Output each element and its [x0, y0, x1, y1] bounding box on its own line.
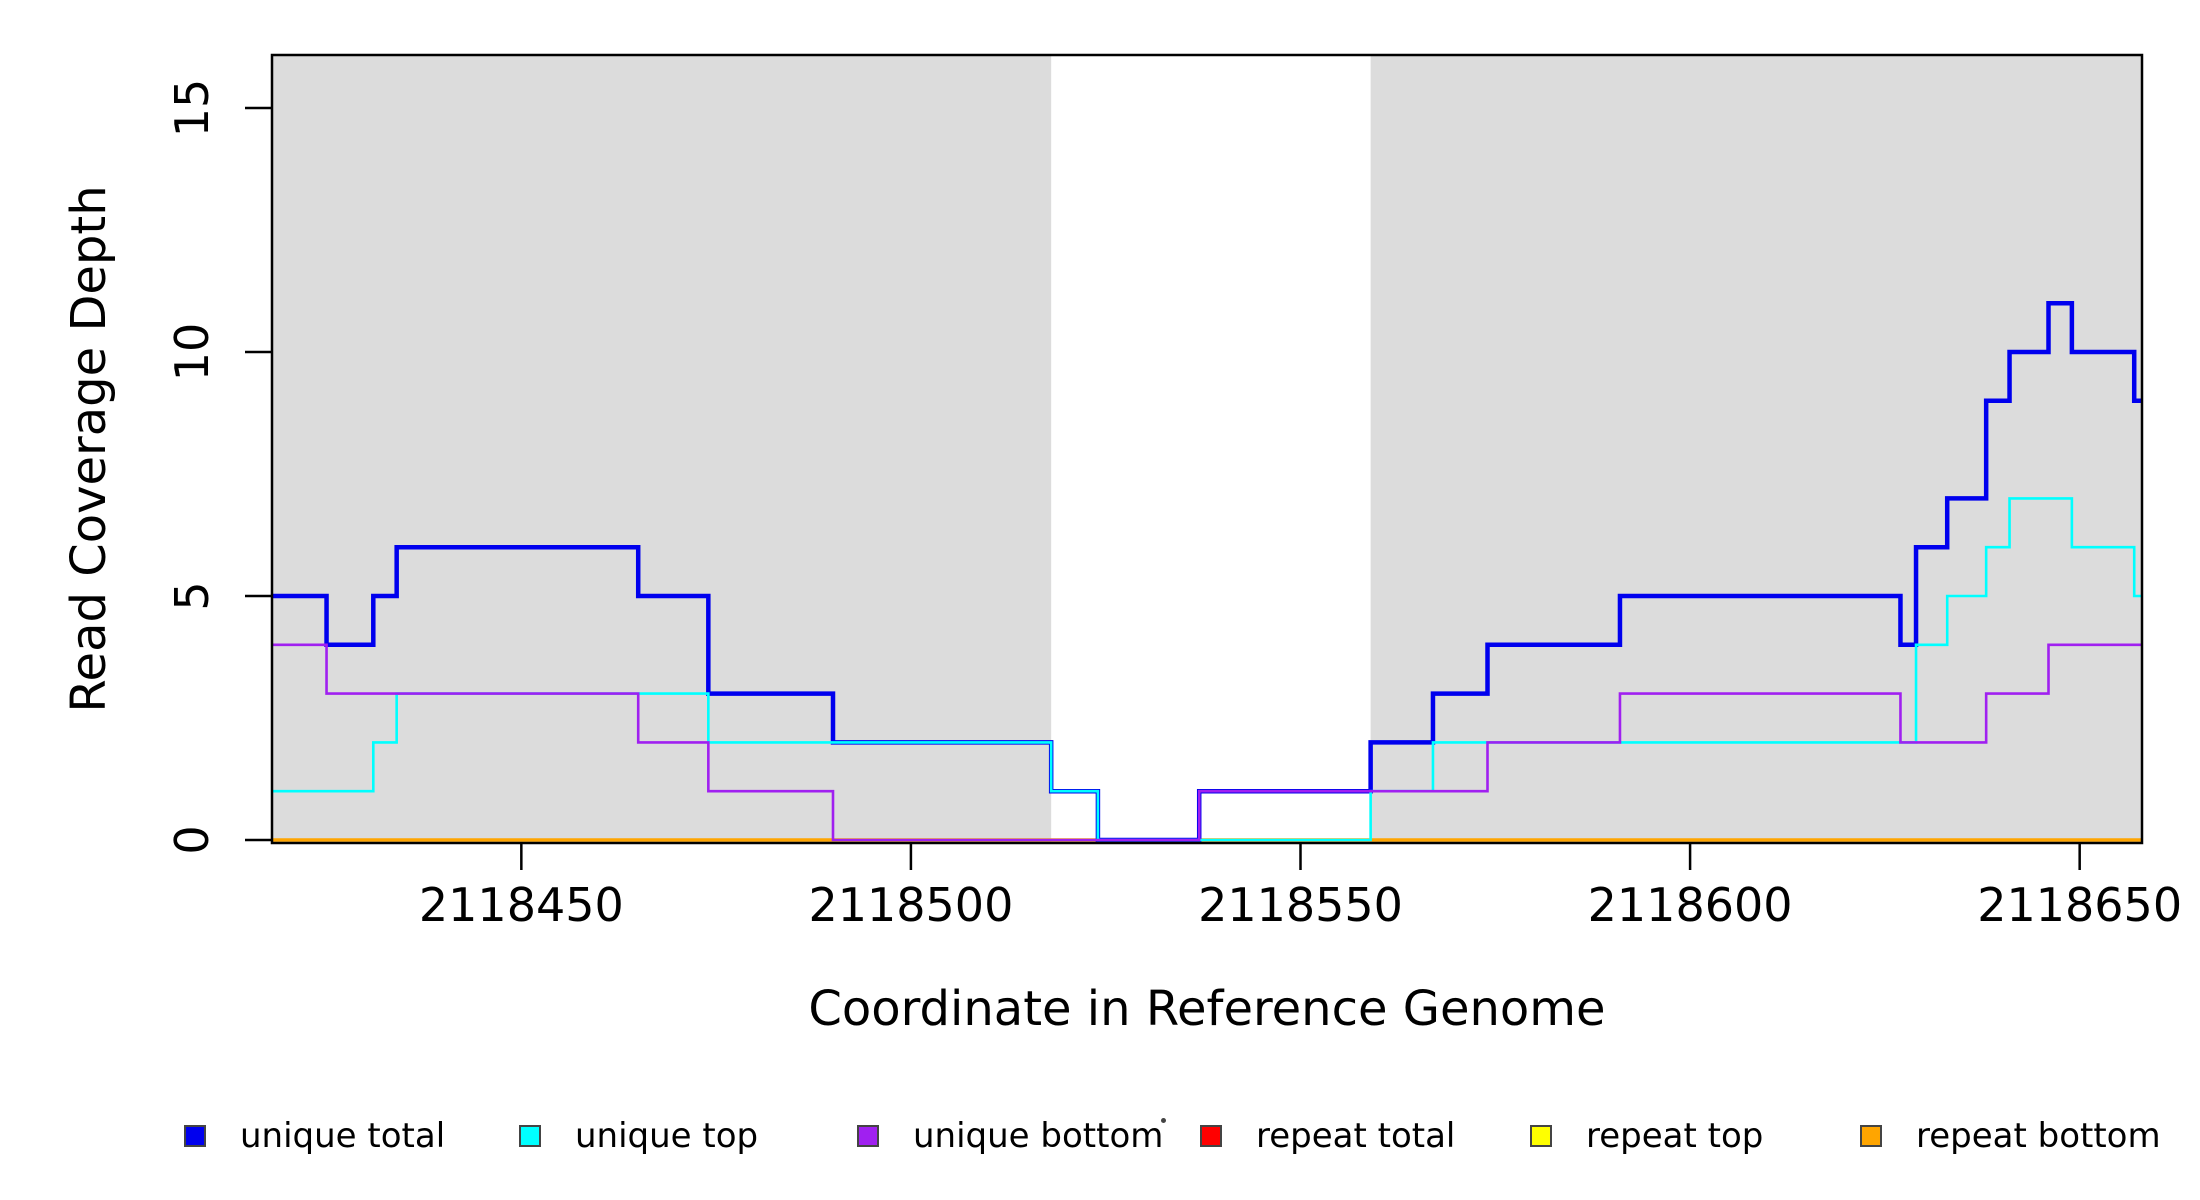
x-axis-title: Coordinate in Reference Genome	[808, 981, 1606, 1037]
legend-item-unique-top: unique top	[519, 1112, 758, 1160]
legend-item-repeat-total: repeat total	[1200, 1112, 1455, 1160]
legend-item-repeat-top: repeat top	[1530, 1112, 1763, 1160]
y-tick-label-2: 10	[165, 323, 219, 382]
x-tick-label-1: 2118500	[808, 878, 1013, 932]
legend-swatch-unique-bottom	[857, 1125, 879, 1147]
series-unique-total	[272, 300, 2142, 843]
y-tick-label-3: 15	[165, 79, 219, 138]
legend-swatch-repeat-top	[1530, 1125, 1552, 1147]
legend-item-unique-bottom: unique bottom	[857, 1112, 1163, 1160]
x-tick-label-4: 2118650	[1977, 878, 2182, 932]
plot-box	[270, 53, 2144, 845]
series-unique-bottom	[272, 643, 2142, 842]
legend-label-repeat-total: repeat total	[1256, 1116, 1456, 1156]
legend-swatch-unique-top	[519, 1125, 541, 1147]
legend-label-unique-top: unique top	[575, 1116, 759, 1156]
x-tick-label-2: 2118550	[1198, 878, 1403, 932]
legend-label-unique-bottom: unique bottom	[913, 1116, 1164, 1156]
stray-dot-mark	[1161, 1118, 1166, 1123]
shaded-region-1	[272, 55, 1052, 843]
y-tick-label-1: 5	[165, 581, 219, 610]
y-tick-label-0: 0	[165, 825, 219, 854]
legend-label-unique-total: unique total	[240, 1116, 446, 1156]
y-axis-title: Read Coverage Depth	[61, 185, 117, 713]
legend-item-unique-total: unique total	[184, 1112, 445, 1160]
x-tick-label-3: 2118600	[1588, 878, 1793, 932]
legend-label-repeat-bottom: repeat bottom	[1916, 1116, 2161, 1156]
legend-swatch-unique-total	[184, 1125, 206, 1147]
legend-swatch-repeat-total	[1200, 1125, 1222, 1147]
shaded-region-2	[1370, 55, 2142, 843]
legend-label-repeat-top: repeat top	[1586, 1116, 1764, 1156]
legend-swatch-repeat-bottom	[1860, 1125, 1882, 1147]
x-tick-label-0: 2118450	[419, 878, 624, 932]
legend-item-repeat-bottom: repeat bottom	[1860, 1112, 2161, 1160]
